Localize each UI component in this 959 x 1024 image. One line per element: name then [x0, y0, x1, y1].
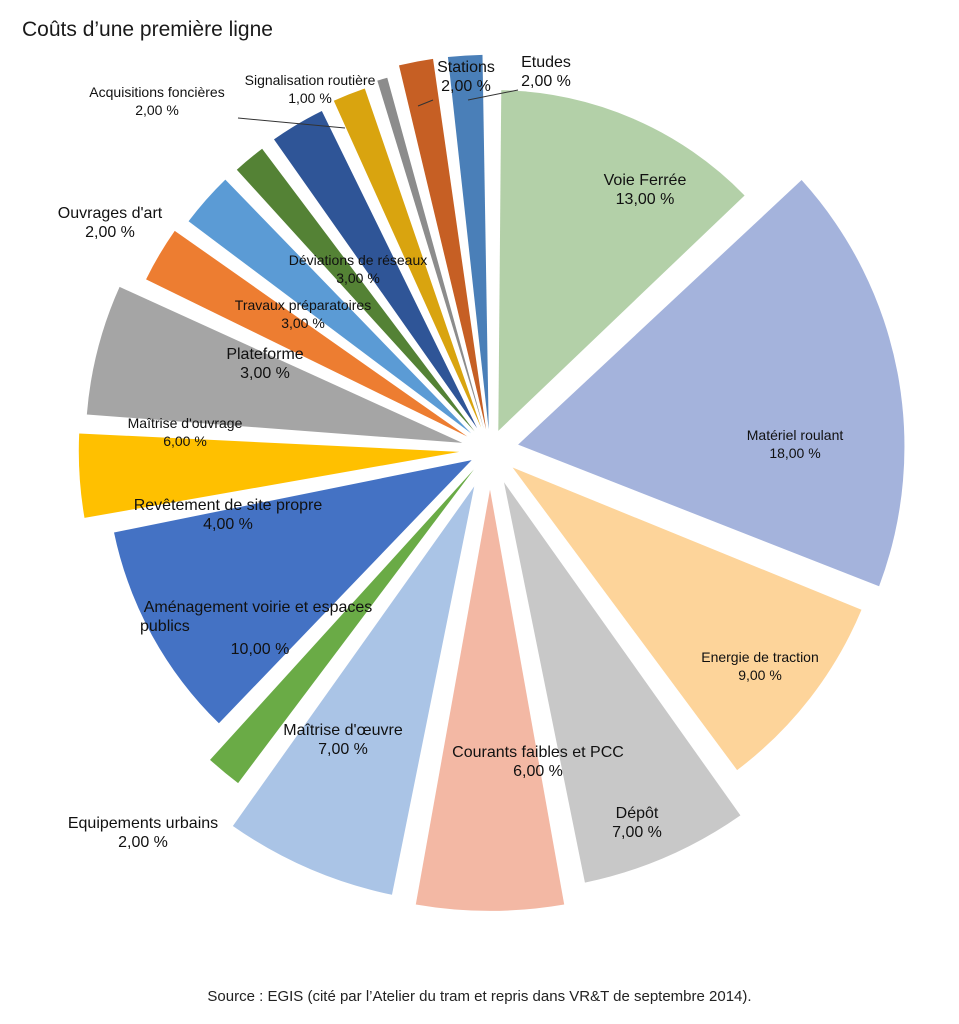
label-name: Energie de traction: [701, 649, 819, 665]
label-name: Voie Ferrée: [604, 172, 687, 189]
label-value: 2,00 %: [441, 78, 491, 95]
label-name: Plateforme: [226, 346, 303, 363]
leader-line-etudes: [467, 89, 519, 101]
slice-stations: [398, 58, 487, 430]
label-name: Courants faibles et PCC: [452, 744, 624, 761]
label-name: Equipements urbains: [68, 815, 218, 832]
label-name: publics: [140, 618, 190, 635]
label-ouvrages-d-art: Ouvrages d'art 2,00 %: [58, 205, 163, 241]
slice-revetement-de-site-propre: [78, 433, 460, 518]
label-name: Maîtrise d'ouvrage: [128, 415, 243, 431]
label-value: 1,00 %: [288, 90, 332, 106]
label-value: 2,00 %: [118, 834, 168, 851]
label-acquisitions-foncieres: Acquisitions foncières 2,00 %: [89, 84, 224, 118]
label-etudes: Etudes 2,00 %: [521, 54, 571, 90]
slice-voie-ferree: [498, 90, 745, 431]
label-name: Acquisitions foncières: [89, 84, 224, 100]
slice-acquisitions-foncieres: [333, 88, 482, 428]
label-stations: Stations 2,00 %: [437, 59, 495, 95]
label-voie-ferree: Voie Ferrée 13,00 %: [604, 172, 687, 208]
label-value: 18,00 %: [769, 445, 820, 461]
label-value: 2,00 %: [85, 224, 135, 241]
slice-materiel-roulant: [518, 180, 905, 587]
source-note: Source : EGIS (cité par l’Atelier du tra…: [207, 988, 752, 1005]
label-equipements-urbains: Equipements urbains 2,00 %: [68, 815, 218, 851]
label-deviations-de-reseaux: Déviations de réseaux 3,00 %: [289, 252, 428, 286]
label-maitrise-d-uvre: Maîtrise d'œuvre 7,00 %: [283, 722, 403, 758]
label-energie-de-traction: Energie de traction 9,00 %: [701, 649, 819, 683]
label-value: 7,00 %: [318, 741, 368, 758]
label-travaux-preparatoires: Travaux préparatoires 3,00 %: [235, 297, 371, 331]
label-value: 3,00 %: [281, 315, 325, 331]
label-depot: Dépôt 7,00 %: [612, 805, 662, 841]
slice-energie-de-traction: [512, 467, 862, 771]
label-courants-faibles-et-pcc: Courants faibles et PCC 6,00 %: [452, 744, 624, 780]
label-name: Signalisation routière: [245, 72, 376, 88]
slice-maitrise-d-ouvrage: [86, 286, 463, 443]
label-value: 2,00 %: [521, 73, 571, 90]
slice-ouvrages-d-art: [236, 148, 475, 432]
label-value: 9,00 %: [738, 667, 782, 683]
label-value: 4,00 %: [203, 516, 253, 533]
label-value: 6,00 %: [163, 433, 207, 449]
label-name: Travaux préparatoires: [235, 297, 371, 313]
label-name: Aménagement voirie et espaces: [144, 599, 373, 616]
label-plateforme: Plateforme 3,00 %: [226, 346, 303, 382]
slice-courants-faibles-et-pcc: [415, 489, 565, 911]
label-signalisation-routiere: Signalisation routière 1,00 %: [245, 72, 376, 106]
slice-etudes: [447, 54, 489, 430]
label-value: 2,00 %: [135, 102, 179, 118]
label-revetement-de-site-propre: Revêtement de site propre 4,00 %: [134, 497, 323, 533]
label-name: Maîtrise d'œuvre: [283, 722, 403, 739]
label-materiel-roulant: Matériel roulant 18,00 %: [747, 427, 844, 461]
label-amenagement-voirie-et-espaces-publics: Aménagement voirie et espaces publics 10,0…: [140, 599, 372, 658]
label-value: 10,00 %: [231, 641, 290, 658]
slice-travaux-preparatoires: [188, 179, 472, 434]
label-value: 7,00 %: [612, 824, 662, 841]
slice-signalisation-routiere: [377, 77, 484, 429]
chart-title: Coûts d’une première ligne: [22, 18, 273, 41]
label-name: Revêtement de site propre: [134, 497, 323, 514]
label-name: Etudes: [521, 54, 571, 71]
label-name: Matériel roulant: [747, 427, 844, 443]
leader-lines: [237, 89, 519, 129]
slice-plateforme: [146, 230, 468, 437]
pie-slices: [78, 54, 905, 911]
pie-chart: Voie Ferrée 13,00 % Matériel roulant 18,00 …: [58, 54, 905, 911]
slice-equipements-urbains: [210, 469, 474, 784]
label-value: 13,00 %: [616, 191, 675, 208]
label-maitrise-d-ouvrage: Maîtrise d'ouvrage 6,00 %: [128, 415, 243, 449]
leader-line-stations: [417, 99, 434, 107]
slice-depot: [503, 482, 741, 883]
label-value: 6,00 %: [513, 763, 563, 780]
label-name: Déviations de réseaux: [289, 252, 428, 268]
label-name: Ouvrages d'art: [58, 205, 163, 222]
slice-amenagement-voirie-et-espaces-publics: [114, 460, 472, 724]
label-value: 3,00 %: [240, 365, 290, 382]
slice-maitrise-d-uvre: [232, 486, 475, 895]
label-name: Stations: [437, 59, 495, 76]
slice-labels: Voie Ferrée 13,00 % Matériel roulant 18,00 …: [58, 54, 844, 851]
label-value: 3,00 %: [336, 270, 380, 286]
leader-line-acquisitions: [237, 117, 346, 129]
slice-deviations-de-reseaux: [273, 111, 478, 429]
label-name: Dépôt: [616, 805, 659, 822]
